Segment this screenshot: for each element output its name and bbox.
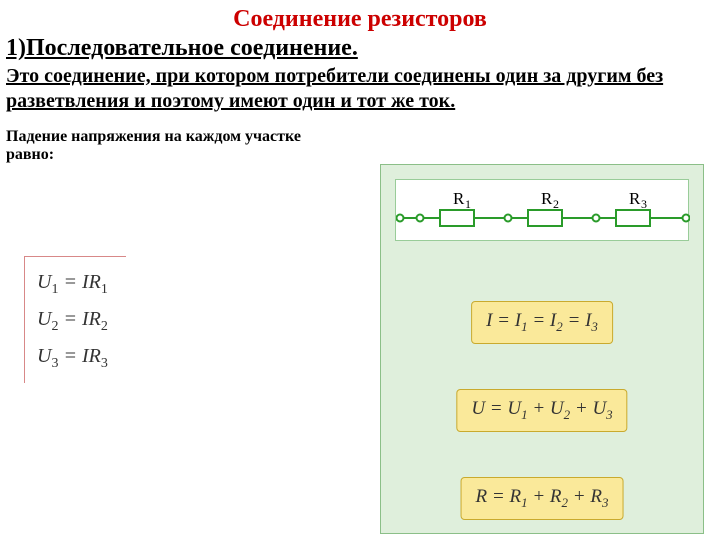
- voltage-formula-row: U3 = IR3: [37, 339, 108, 376]
- svg-text:R: R: [453, 189, 465, 208]
- equation-box: R = R1 + R2 + R3: [461, 477, 624, 520]
- svg-text:R: R: [629, 189, 641, 208]
- voltage-formula-box: U1 = IR1U2 = IR2U3 = IR3: [24, 256, 126, 383]
- section-subtitle: 1)Последовательное соединение.: [6, 35, 720, 62]
- equation-box: I = I1 = I2 = I3: [471, 301, 613, 344]
- svg-text:R: R: [541, 189, 553, 208]
- definition-text: Это соединение, при котором потребители …: [6, 64, 712, 114]
- voltage-formula-row: U2 = IR2: [37, 302, 108, 339]
- svg-text:1: 1: [465, 197, 471, 211]
- equation-box: U = U1 + U2 + U3: [456, 389, 627, 432]
- right-panel: R1R2R3 I = I1 = I2 = I3U = U1 + U2 + U3R…: [380, 164, 704, 534]
- page-title: Соединение резисторов: [0, 6, 720, 33]
- svg-text:2: 2: [553, 197, 559, 211]
- svg-text:3: 3: [641, 197, 647, 211]
- voltage-note: Падение напряжения на каждом участке рав…: [6, 128, 306, 164]
- voltage-formula-row: U1 = IR1: [37, 265, 108, 302]
- circuit-diagram: R1R2R3: [395, 179, 689, 241]
